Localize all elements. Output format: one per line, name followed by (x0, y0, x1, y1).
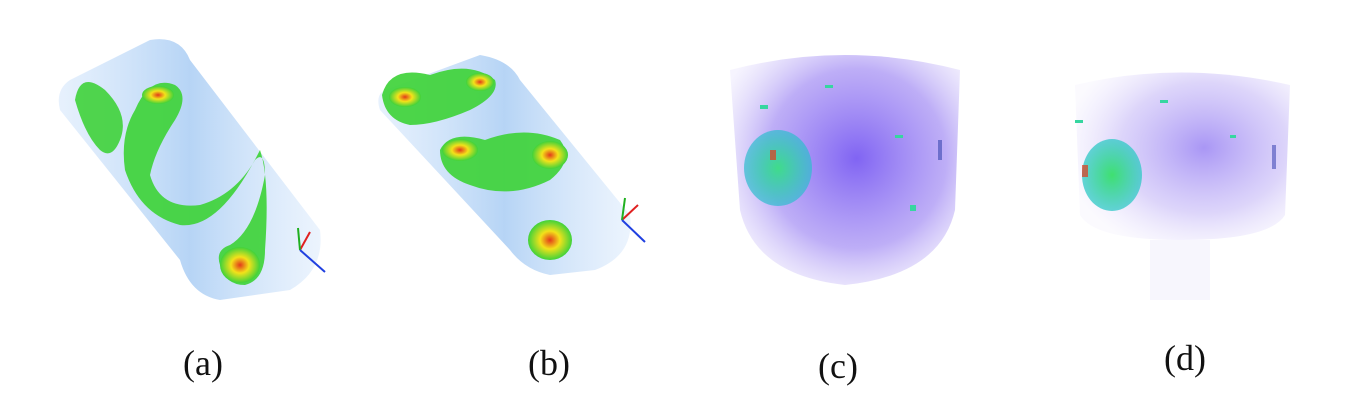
teal-blob (1082, 139, 1142, 211)
hotspot (142, 86, 174, 104)
panel-b-render (360, 0, 660, 310)
axis-triad (297, 227, 326, 273)
speck (895, 135, 903, 138)
caption-c: (c) (818, 346, 858, 386)
teal-blob (744, 130, 812, 206)
panel-d-render (1050, 0, 1310, 310)
hotspot (442, 139, 478, 161)
hotspot (389, 87, 421, 107)
violet-volume (730, 55, 960, 285)
caption-b: (b) (528, 343, 570, 383)
helix-segment (123, 82, 267, 286)
helix-volume-render (58, 39, 326, 301)
hotspot (220, 247, 260, 283)
caption-d: (d) (1164, 338, 1206, 378)
speck (938, 140, 942, 160)
speck (1160, 100, 1168, 103)
hotspot (532, 141, 568, 169)
speck (1075, 120, 1083, 123)
speck (910, 205, 916, 211)
cylinder-volume (58, 39, 321, 301)
panel-a-render (40, 0, 340, 310)
panel-c-render (700, 0, 990, 310)
fade-column (1150, 240, 1210, 300)
speck (1082, 165, 1088, 177)
speck (1272, 145, 1276, 169)
speck (1230, 135, 1236, 138)
hotspot (466, 73, 494, 91)
axis-triad (621, 197, 646, 243)
hotspot (528, 220, 572, 260)
speck (770, 150, 776, 160)
speck (760, 105, 768, 109)
axial-volume-render-d (1075, 72, 1290, 300)
caption-a: (a) (183, 343, 223, 383)
sections-volume-render (378, 55, 646, 275)
helix-segment (75, 82, 123, 154)
speck (825, 85, 833, 88)
axial-volume-render-c (730, 55, 960, 285)
